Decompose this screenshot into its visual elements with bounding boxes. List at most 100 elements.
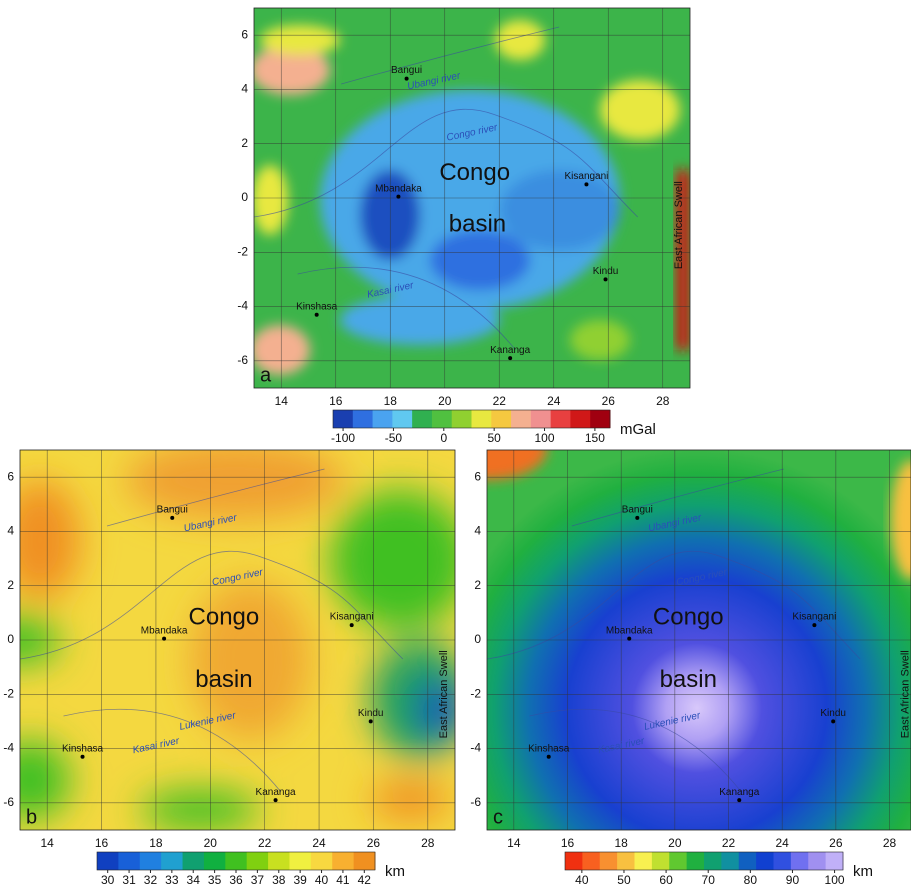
x-tick-label: 28 [656, 394, 670, 408]
x-tick-label: 14 [275, 394, 289, 408]
colorbar-tick-label: 31 [122, 873, 136, 887]
region-label: Congo [439, 159, 510, 186]
colorbar-swatch [491, 410, 511, 428]
colorbar-swatch [582, 852, 600, 870]
city-dot [635, 516, 639, 520]
colorbar-tick-label: 34 [187, 873, 201, 887]
x-tick-label: 24 [776, 836, 790, 850]
colorbar-tick-label: 42 [358, 873, 372, 887]
x-tick-label: 14 [507, 836, 521, 850]
panel-letter: c [493, 806, 503, 828]
y-tick-label: 6 [7, 469, 14, 483]
city-dot [584, 182, 588, 186]
city-dot [315, 313, 319, 317]
y-tick-label: 4 [474, 524, 481, 538]
region-label: Congo [189, 604, 260, 631]
y-tick-label: 0 [7, 632, 14, 646]
city-dot [170, 516, 174, 520]
colorbar-swatch [392, 410, 412, 428]
city-label: Mbandaka [375, 183, 422, 194]
city-label: Kindu [358, 708, 384, 719]
x-tick-label: 22 [722, 836, 736, 850]
city-label: Kinshasa [528, 743, 570, 754]
colorbar-swatch [204, 852, 226, 870]
colorbar-swatch [373, 410, 393, 428]
colorbar-swatch [687, 852, 705, 870]
colorbar-swatch [590, 410, 610, 428]
colorbar-swatch [289, 852, 311, 870]
x-tick-label: 28 [883, 836, 897, 850]
city-dot [627, 637, 631, 641]
city-label: Kisangani [564, 171, 608, 182]
colorbar-swatch [570, 410, 590, 428]
colorbar-swatch [721, 852, 739, 870]
city-dot [547, 755, 551, 759]
x-tick-label: 24 [547, 394, 561, 408]
colorbar-swatch [332, 852, 354, 870]
city-dot [405, 77, 409, 81]
city-label: Kananga [256, 787, 296, 798]
city-dot [274, 798, 278, 802]
x-tick-label: 20 [668, 836, 682, 850]
colorbar-swatch [472, 410, 492, 428]
colorbar-tick-label: -100 [331, 431, 355, 445]
y-tick-label: -2 [470, 686, 481, 700]
y-tick-label: 2 [241, 136, 248, 150]
y-tick-label: 0 [241, 190, 248, 204]
colorbar-tick-label: 32 [144, 873, 158, 887]
x-tick-label: 24 [312, 836, 326, 850]
y-tick-label: -4 [237, 299, 248, 313]
colorbar-tick-label: 0 [440, 431, 447, 445]
colorbar-swatch [617, 852, 635, 870]
colorbar-tick-label: 60 [659, 873, 673, 887]
city-dot [350, 623, 354, 627]
x-tick-label: 26 [367, 836, 381, 850]
colorbar-swatch [826, 852, 844, 870]
city-label: Kinshasa [62, 743, 104, 754]
colorbar-swatch [600, 852, 618, 870]
colorbar-tick-label: 36 [229, 873, 243, 887]
colorbar-tick-label: 35 [208, 873, 222, 887]
colorbar-swatch [551, 410, 571, 428]
colorbar-swatch [791, 852, 809, 870]
colorbar-tick-label: -50 [385, 431, 403, 445]
colorbar-swatch [225, 852, 247, 870]
colorbar-swatch [161, 852, 183, 870]
colorbar-swatch [353, 410, 373, 428]
swell-label: East African Swell [900, 650, 911, 738]
colorbar-swatch [565, 852, 583, 870]
y-tick-label: -4 [3, 741, 14, 755]
city-label: Bangui [391, 65, 422, 76]
colorbar-swatch [140, 852, 162, 870]
region-label: basin [660, 666, 717, 693]
colorbar-tick-label: 40 [315, 873, 329, 887]
city-dot [812, 623, 816, 627]
city-label: Kindu [820, 708, 846, 719]
colorbar-tick-label: 100 [825, 873, 845, 887]
colorbar-swatch [704, 852, 722, 870]
x-tick-label: 26 [602, 394, 616, 408]
x-tick-label: 20 [438, 394, 452, 408]
x-tick-label: 22 [493, 394, 507, 408]
x-tick-label: 26 [829, 836, 843, 850]
colorbar-tick-label: 90 [786, 873, 800, 887]
y-tick-label: -2 [3, 686, 14, 700]
y-tick-label: -4 [470, 741, 481, 755]
panel-letter: a [260, 364, 272, 386]
city-label: Kananga [490, 345, 530, 356]
x-tick-label: 18 [614, 836, 628, 850]
colorbar-unit: mGal [620, 421, 656, 438]
x-tick-label: 18 [149, 836, 163, 850]
colorbar-swatch [333, 410, 353, 428]
y-tick-label: -6 [470, 795, 481, 809]
colorbar-tick-label: 80 [744, 873, 758, 887]
x-tick-label: 28 [421, 836, 435, 850]
x-tick-label: 20 [204, 836, 218, 850]
colorbar-tick-label: 30 [101, 873, 115, 887]
y-tick-label: 6 [474, 469, 481, 483]
city-dot [604, 277, 608, 281]
region-label: Congo [653, 604, 724, 631]
region-label: basin [195, 666, 252, 693]
colorbar-swatch [118, 852, 140, 870]
city-dot [162, 637, 166, 641]
